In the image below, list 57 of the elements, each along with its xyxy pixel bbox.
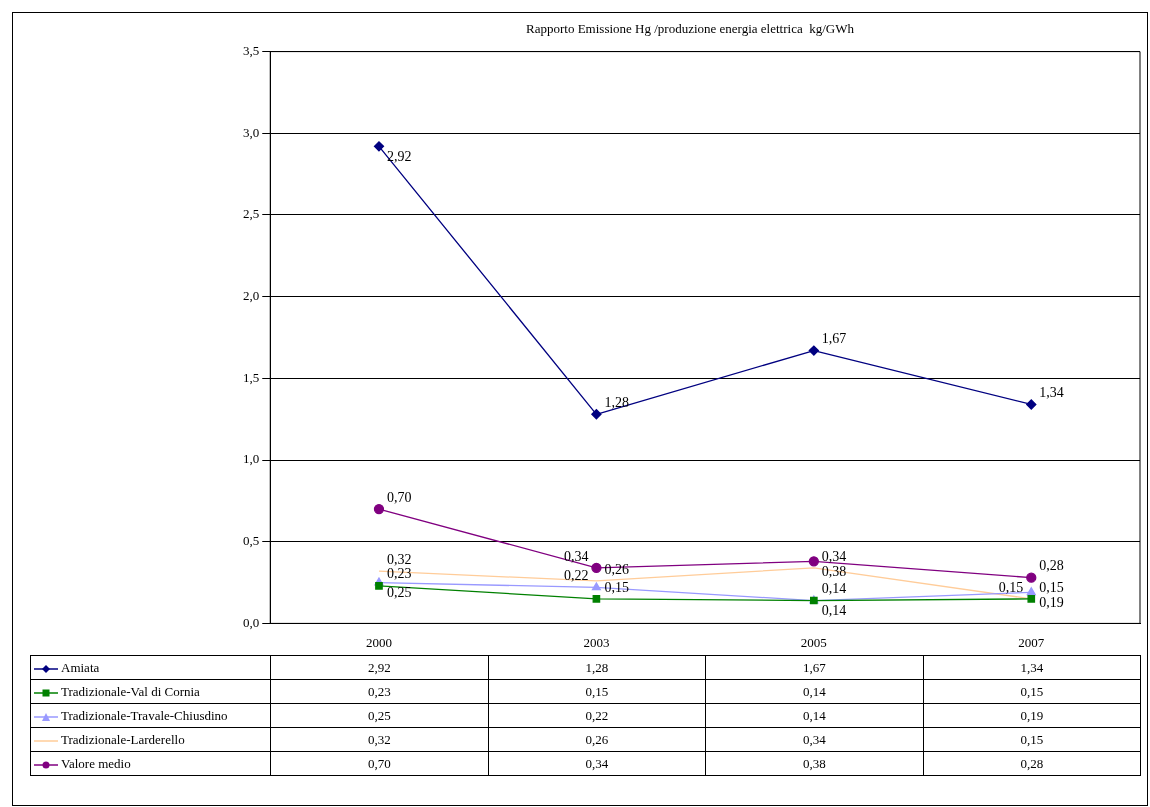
- data-label: 0,23: [270, 679, 489, 704]
- x-tick-label: 2005: [800, 634, 827, 650]
- legend-label: Tradizionale-Val di Cornia: [30, 679, 271, 704]
- text: 0,15: [604, 579, 629, 595]
- data-label: 1,67: [705, 655, 924, 680]
- text: 2,92: [386, 149, 412, 165]
- legend-label: Valore medio: [30, 751, 271, 776]
- data-label: 1,28: [488, 655, 706, 680]
- data-label: 2,92: [270, 655, 489, 680]
- text: 0,15: [1039, 579, 1064, 595]
- y-tick-label: 2,0: [243, 288, 260, 304]
- text: 1,28: [604, 394, 629, 410]
- chart-title: Rapporto Emissione Hg /produzione energia elettrica kg/GWh: [526, 21, 855, 37]
- data-label: 0,14: [705, 679, 924, 704]
- y-tick-label: 0,0: [243, 614, 260, 630]
- x-tick-label: 2003: [583, 634, 610, 650]
- text: 0,19: [1039, 595, 1064, 611]
- text: 0,23: [386, 566, 412, 582]
- text: 1,67: [821, 331, 847, 347]
- data-label: 0,15: [923, 679, 1141, 704]
- data-label: 0,15: [923, 727, 1141, 752]
- text: 0,34: [821, 548, 847, 564]
- data-label: 0,70: [270, 751, 489, 776]
- text: 1,34: [1039, 385, 1064, 401]
- y-tick-label: 1,0: [243, 451, 260, 467]
- data-label: 0,28: [923, 751, 1141, 776]
- y-tick-label: 1,5: [243, 369, 260, 385]
- text: 0,70: [386, 489, 412, 505]
- y-tick-label: 3,5: [243, 43, 260, 59]
- data-label: 1,34: [923, 655, 1141, 680]
- data-label: 0,22: [488, 703, 706, 728]
- data-label: 0,15: [488, 679, 706, 704]
- x-tick-label: 2000: [365, 634, 392, 650]
- data-label: 0,34: [705, 727, 924, 752]
- y-tick-label: 3,0: [243, 124, 260, 140]
- text: 0,28: [1039, 558, 1064, 574]
- legend-label: Amiata: [30, 655, 271, 680]
- y-tick-label: 0,5: [243, 533, 260, 549]
- data-label: 0,25: [270, 703, 489, 728]
- text: 0,14: [821, 581, 847, 597]
- x-tick-label: 2007: [1018, 634, 1045, 650]
- text: 0,15: [998, 579, 1024, 595]
- text: 0,25: [386, 585, 412, 601]
- legend-label: Tradizionale-Larderello: [30, 727, 271, 752]
- data-label: 0,34: [488, 751, 706, 776]
- text: 0,38: [821, 563, 847, 579]
- data-label: 0,26: [488, 727, 706, 752]
- data-label: 0,14: [705, 703, 924, 728]
- legend-label: Tradizionale-Travale-Chiusdino: [30, 703, 271, 728]
- y-tick-label: 2,5: [243, 206, 260, 222]
- text: 0,14: [821, 603, 847, 619]
- text: 0,34: [563, 548, 589, 564]
- text: 0,22: [563, 568, 589, 584]
- text: 0,32: [386, 551, 412, 567]
- data-label: 0,19: [923, 703, 1141, 728]
- data-label: 0,38: [705, 751, 924, 776]
- data-label: 0,32: [270, 727, 489, 752]
